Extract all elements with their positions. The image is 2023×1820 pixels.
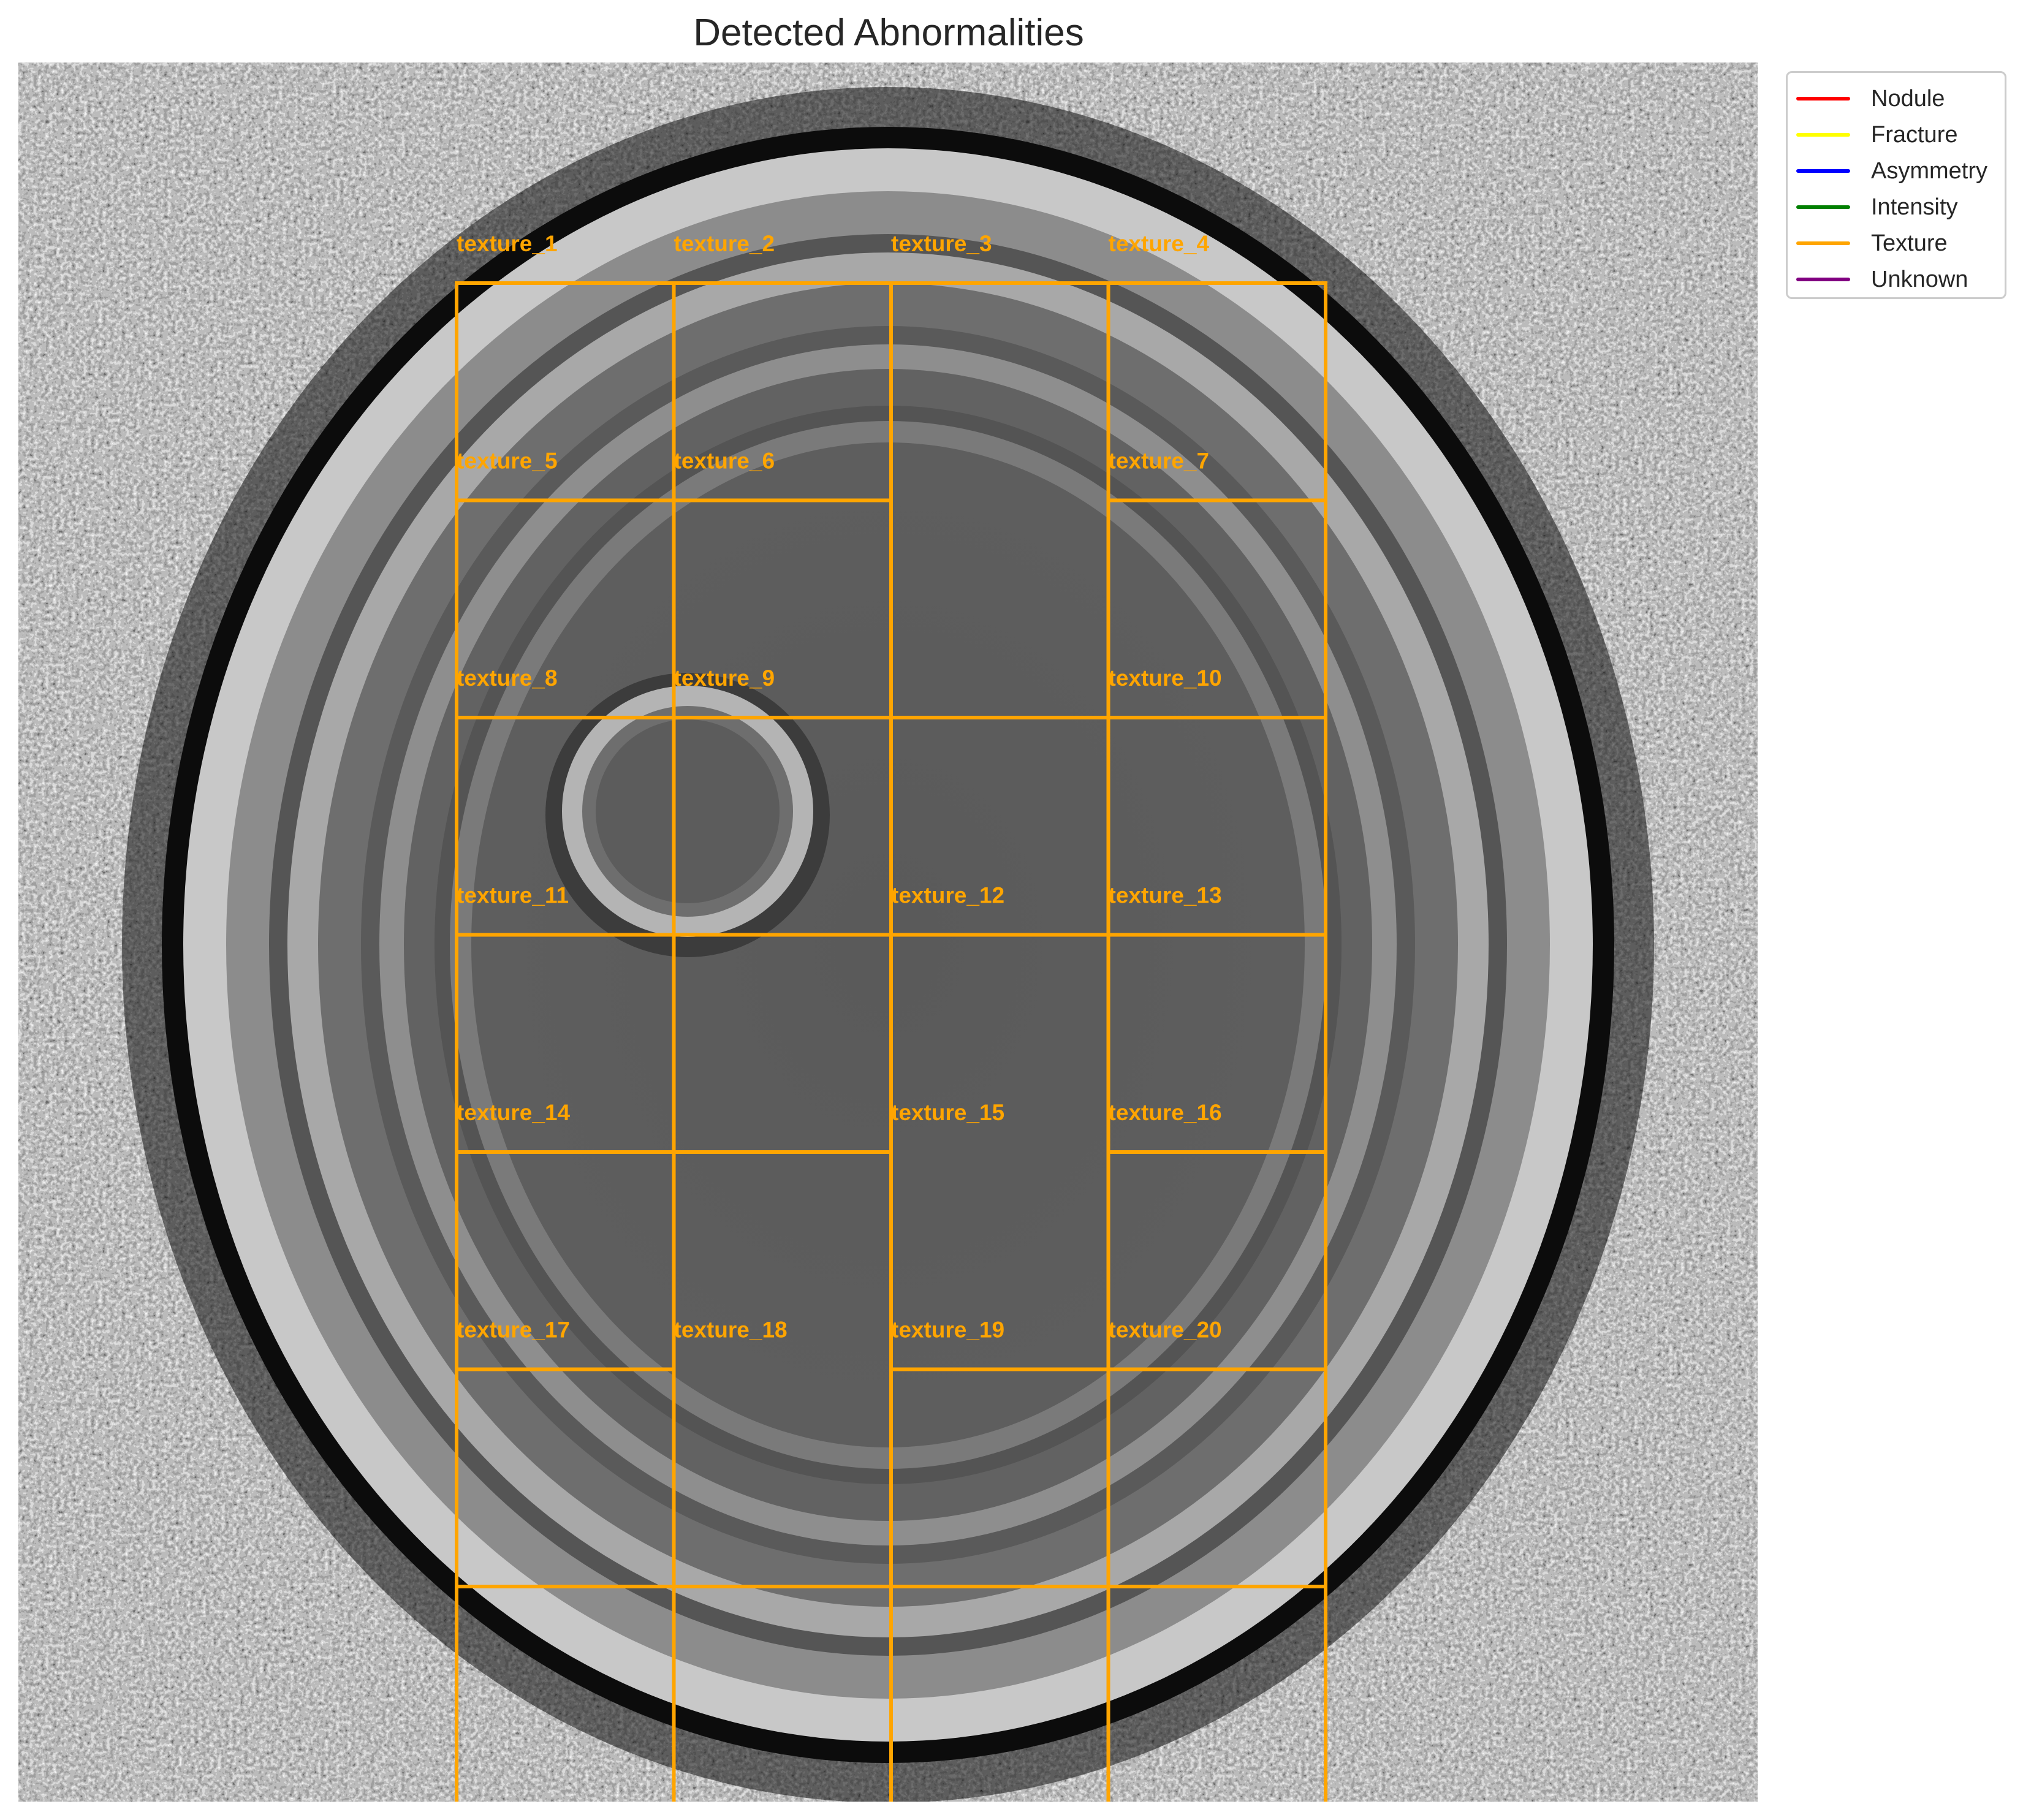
texture-label-15: texture_15 [891,1100,1004,1125]
legend-label-texture: Texture [1871,230,1948,256]
legend-swatch-intensity [1796,205,1850,209]
legend-swatch-nodule [1796,97,1850,100]
texture-box-extra-5 [889,716,1110,937]
texture-label-17: texture_17 [457,1318,570,1343]
texture-label-7: texture_7 [1109,449,1210,474]
legend-item-intensity: Intensity [1796,190,1958,224]
texture-label-1: texture_1 [457,231,558,256]
legend-swatch-unknown [1796,278,1850,281]
inner-region [471,442,1305,1447]
legend-swatch-asymmetry [1796,169,1850,173]
legend-label-fracture: Fracture [1871,121,1958,148]
legend: Nodule Fracture Asymmetry Intensity Text… [1786,71,2006,299]
legend-item-fracture: Fracture [1796,118,1957,152]
texture-label-8: texture_8 [457,665,558,691]
legend-item-asymmetry: Asymmetry [1796,154,1987,188]
texture-label-16: texture_16 [1109,1100,1222,1125]
texture-label-9: texture_9 [674,665,775,691]
legend-item-unknown: Unknown [1796,262,1968,297]
texture-boxes [455,281,1327,1802]
texture-labels: texture_1 texture_2 texture_3 texture_4text… [457,231,1222,1343]
legend-swatch-fracture [1796,133,1850,137]
texture-label-18: texture_18 [674,1318,788,1343]
legend-label-unknown: Unknown [1871,266,1968,292]
legend-item-nodule: Nodule [1796,82,1945,116]
texture-label-20: texture_20 [1109,1318,1222,1343]
texture-label-5: texture_5 [457,449,558,474]
nodule-core [596,719,780,903]
texture-label-10: texture_10 [1109,665,1222,691]
texture-box-extra-3 [1106,1585,1327,1802]
legend-item-texture: Texture [1796,226,1948,260]
figure-title: Detected Abnormalities [693,12,1084,54]
texture-label-19: texture_19 [891,1318,1004,1343]
texture-label-11: texture_11 [457,883,569,908]
legend-label-intensity: Intensity [1871,194,1958,220]
texture-label-14: texture_14 [457,1100,571,1125]
legend-label-asymmetry: Asymmetry [1871,157,1987,184]
texture-label-12: texture_12 [891,883,1004,908]
texture-box-extra-4 [672,933,893,1154]
legend-swatch-texture [1796,241,1850,245]
texture-label-6: texture_6 [674,449,775,474]
texture-label-13: texture_13 [1109,883,1222,908]
texture-label-4: texture_4 [1109,231,1210,256]
texture-label-2: texture_2 [674,231,775,256]
scan-image: texture_1 texture_2 texture_3 texture_4text… [18,63,1758,1802]
texture-label-3: texture_3 [891,231,992,256]
legend-label-nodule: Nodule [1871,85,1945,112]
